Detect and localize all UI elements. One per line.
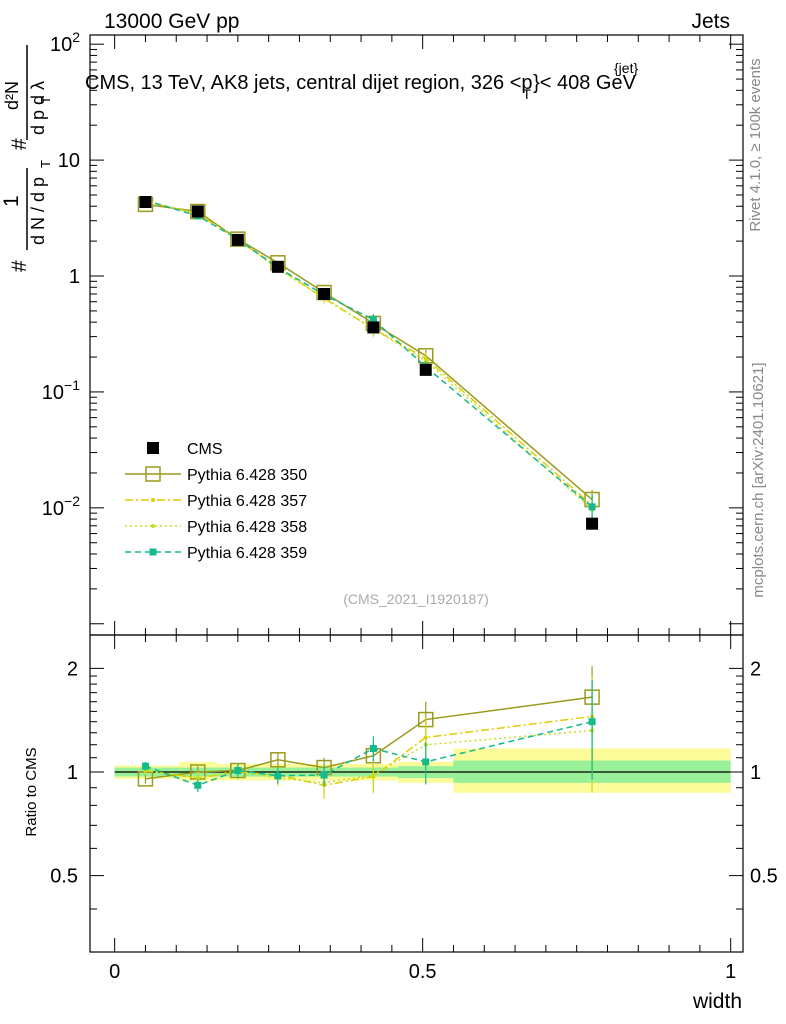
ratio-point-pythia-6428-359: [194, 781, 202, 789]
ylabel-dn-dpt: d N / d p: [28, 177, 48, 245]
ratio-ytick-label-left: 1: [67, 762, 78, 784]
ylabel-dpt-dlambda: d p d λ: [28, 81, 48, 135]
title-sup-part: {jet}: [614, 60, 638, 76]
data-point-cms: [318, 287, 331, 300]
series-line-pythia-6428-358: [145, 200, 593, 510]
ratio-ytick-label-right: 2: [750, 658, 761, 680]
ratio-ylabel: Ratio to CMS: [23, 747, 40, 836]
title-main-part: CMS, 13 TeV, AK8 jets, central dijet reg…: [85, 72, 533, 94]
ylabel-sub-t-1: T: [38, 160, 53, 168]
ratio-series-pythia-6428-359: [141, 680, 596, 792]
data-point-pythia-6428-359: [588, 503, 596, 511]
ratio-point-pythia-6428-359: [234, 767, 242, 775]
legend-label: CMS: [187, 441, 223, 458]
ratio-ytick-label-left: 0.5: [50, 866, 78, 888]
mcplots-label: mcplots.cern.ch [arXiv:2401.10621]: [750, 362, 767, 597]
ratio-line-pythia-6428-358: [145, 729, 593, 784]
ratio-plot: [114, 666, 731, 799]
legend-marker: [149, 548, 157, 556]
ratio-point-pythia-6428-359: [369, 745, 377, 753]
ratio-ytick-label-left: 2: [67, 658, 78, 680]
data-point-cms: [139, 196, 152, 209]
data-point-pythia-6428-359: [369, 316, 377, 324]
ratio-ytick-label-right: 1: [750, 762, 761, 784]
x-tick-label: 0: [109, 961, 120, 983]
ratio-point-pythia-6428-350: [270, 752, 286, 768]
data-point-cms: [271, 260, 284, 273]
series-pythia-6428-350: [137, 196, 600, 512]
x-tick-label: 0.5: [409, 961, 437, 983]
header-energy-label: 13000 GeV pp: [104, 10, 239, 33]
x-tick-label: 1: [725, 961, 736, 983]
analysis-id-label: (CMS_2021_I1920187): [343, 591, 489, 607]
main-ylabel: # 1 d N / d p T # d²N d p d λ T: [0, 45, 53, 272]
ratio-point-pythia-6428-359: [320, 771, 328, 779]
ylabel-sub-t-2: T: [38, 96, 53, 104]
main-ytick-label: 1: [69, 266, 80, 288]
main-ytick-label: 10: [58, 150, 80, 172]
main-plot: [137, 196, 600, 530]
ratio-line-pythia-6428-357: [145, 715, 593, 787]
ratio-plot-frame: 0 0.5 1 0.5 0.5 1 1 2 2: [50, 634, 778, 983]
main-ytick-label: 10−2: [42, 493, 80, 520]
ratio-point-pythia-6428-359: [588, 718, 596, 726]
legend-marker: [151, 524, 155, 528]
data-point-cms: [191, 205, 204, 218]
legend-marker: [151, 498, 155, 502]
data-point-cms: [419, 363, 432, 376]
ratio-point-pythia-6428-358: [371, 773, 376, 778]
legend-label: Pythia 6.428 350: [187, 467, 307, 484]
legend: CMS Pythia 6.428 350 Pythia 6.428 357 Pythi…: [125, 441, 307, 562]
ratio-point-pythia-6428-359: [422, 758, 430, 766]
legend-label: Pythia 6.428 357: [187, 493, 307, 510]
main-plot-title: CMS, 13 TeV, AK8 jets, central dijet reg…: [85, 72, 637, 102]
ratio-plot-border: [89, 634, 744, 953]
ylabel-hash-2: #: [8, 138, 31, 150]
header-jets-label: Jets: [691, 10, 730, 33]
main-plot-frame: 10−2 10−1 1 10 102: [42, 29, 744, 636]
data-point-cms: [367, 321, 380, 334]
ratio-line-pythia-6428-359: [145, 720, 593, 787]
series-line-pythia-6428-359: [145, 199, 593, 508]
data-point-pythia-6428-350: [230, 231, 246, 247]
legend-label: Pythia 6.428 358: [187, 519, 307, 536]
legend-label: Pythia 6.428 359: [187, 545, 307, 562]
title-sub-part: T: [523, 86, 532, 102]
ratio-point-pythia-6428-359: [274, 772, 282, 780]
rivet-label: Rivet 4.1.0, ≥ 100k events: [747, 58, 764, 231]
ylabel-one: 1: [0, 195, 23, 207]
legend-marker: [147, 442, 159, 454]
data-point-cms: [586, 517, 599, 530]
ylabel-d2n: d²N: [2, 81, 22, 110]
ylabel-hash-1: #: [8, 260, 31, 272]
series-cms: [139, 196, 599, 530]
ratio-point-pythia-6428-358: [195, 776, 200, 781]
x-axis-title: width: [692, 990, 742, 1013]
main-ytick-label: 10−1: [42, 377, 80, 404]
main-ytick-label: 102: [50, 29, 80, 56]
ratio-point-pythia-6428-359: [141, 762, 149, 770]
legend-marker: [145, 466, 161, 482]
series-line-pythia-6428-357: [145, 200, 593, 506]
title-tail-part: }< 408 GeV: [533, 72, 637, 94]
data-point-cms: [231, 233, 244, 246]
ratio-ytick-label-right: 0.5: [750, 866, 778, 888]
